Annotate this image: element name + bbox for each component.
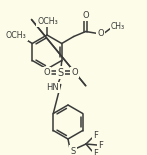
Text: CH₃: CH₃ <box>111 22 125 31</box>
Text: F: F <box>93 150 98 155</box>
Text: O: O <box>43 68 50 77</box>
Text: OCH₃: OCH₃ <box>6 31 27 40</box>
Text: O: O <box>97 29 104 38</box>
Text: S: S <box>58 67 64 78</box>
Text: S: S <box>70 146 76 155</box>
Text: OCH₃: OCH₃ <box>38 16 58 26</box>
Text: HN: HN <box>46 83 59 92</box>
Text: F: F <box>98 140 103 150</box>
Text: O: O <box>71 68 78 77</box>
Text: O: O <box>82 11 89 20</box>
Text: F: F <box>93 131 98 140</box>
